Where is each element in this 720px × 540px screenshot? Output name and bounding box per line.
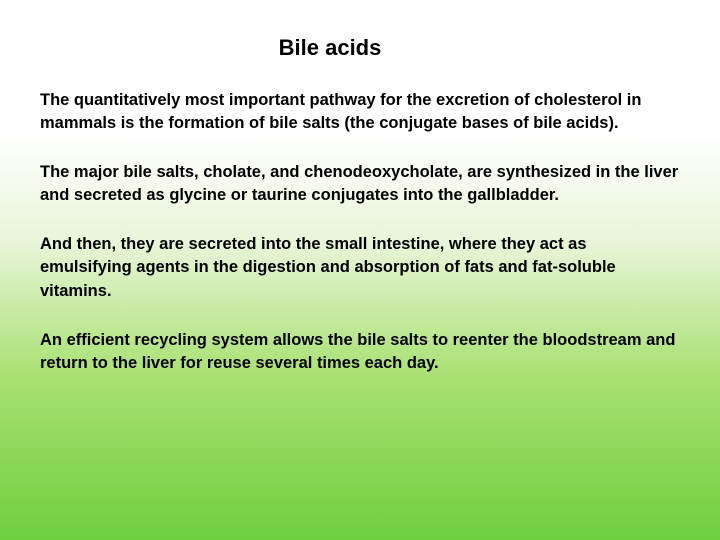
paragraph-1: The quantitatively most important pathwa… [40,89,680,135]
paragraph-2: The major bile salts, cholate, and cheno… [40,161,680,207]
paragraph-4: An efficient recycling system allows the… [40,329,680,375]
paragraph-3: And then, they are secreted into the sma… [40,233,680,302]
slide-title: Bile acids [0,35,680,61]
